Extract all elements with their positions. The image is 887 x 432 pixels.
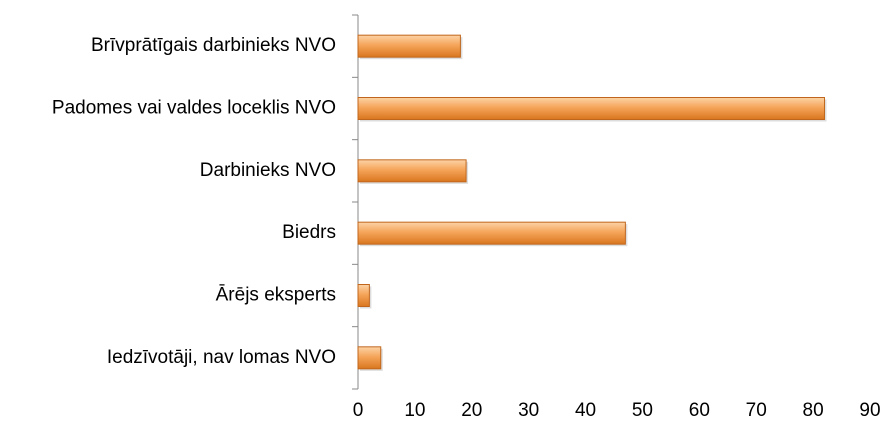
x-tick-label: 80 [803,400,824,421]
y-tick-label: Ārējs eksperts [216,285,336,306]
bar [357,346,382,370]
bar [357,284,370,307]
x-tick-label: 50 [632,400,653,421]
y-tick-label: Darbinieks NVO [200,160,336,181]
x-tick-label: 30 [518,400,539,421]
bar [357,159,467,183]
x-tick-label: 10 [404,400,425,421]
y-tick-label: Biedrs [282,222,336,243]
x-tick-label: 90 [859,400,880,421]
bar [357,221,626,245]
x-tick-label: 20 [461,400,482,421]
x-tick-label: 60 [689,400,710,421]
x-tick-label: 0 [353,400,364,421]
x-tick-label: 40 [575,400,596,421]
y-tick-label: Brīvprātīgais darbinieks NVO [91,35,336,56]
x-tick-label: 70 [746,400,767,421]
y-tick-label: Padomes vai valdes loceklis NVO [52,98,336,119]
bar [357,97,825,120]
y-tick-label: Iedzīvotāji, nav lomas NVO [107,347,336,368]
bar [357,34,461,58]
